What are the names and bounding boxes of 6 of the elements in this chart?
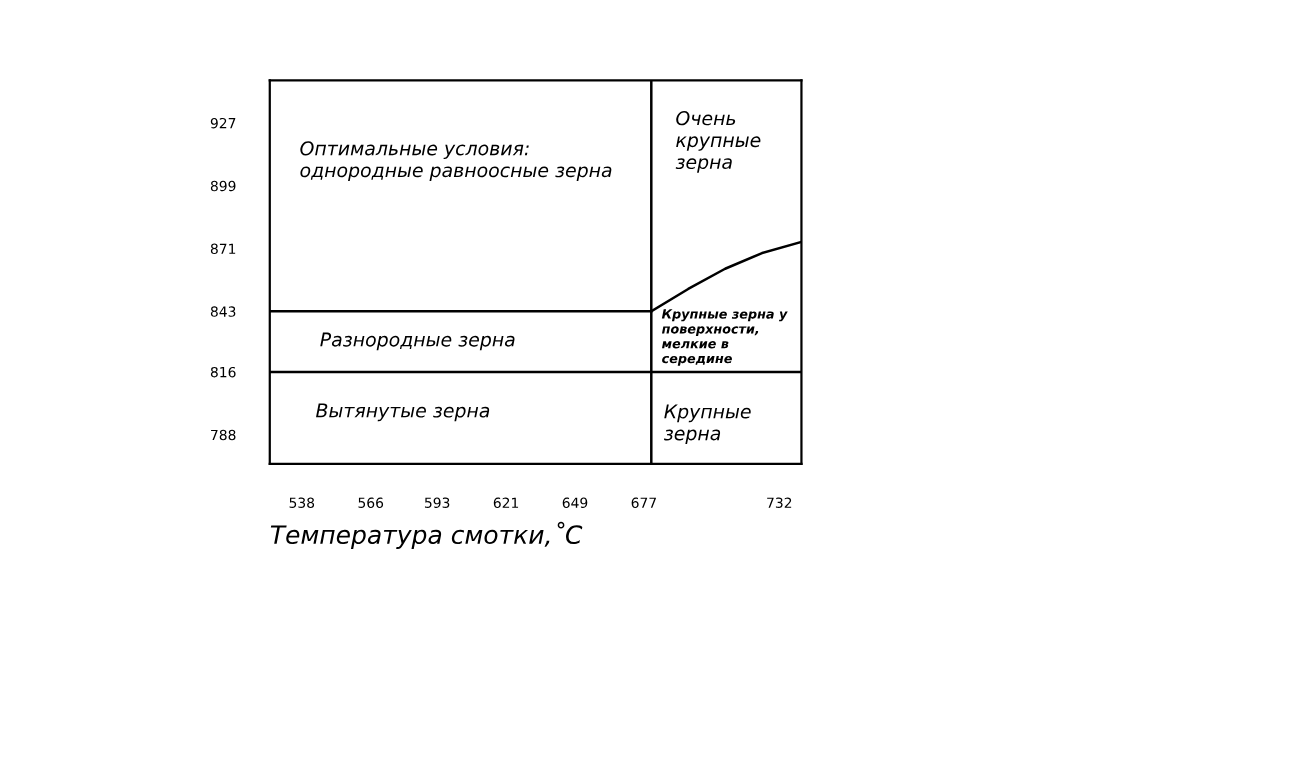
annotation: Вытянутые зерна <box>316 403 490 422</box>
x-axis-title: Температура смотки,˚C <box>270 521 583 549</box>
annotation: Оптимальные условия: однородные равноосные зерна <box>300 141 612 181</box>
annotation: Разнородные зерна <box>320 332 515 351</box>
annotation: Крупные зерна <box>664 404 751 445</box>
annotation: Очень крупные зерна <box>675 111 761 173</box>
